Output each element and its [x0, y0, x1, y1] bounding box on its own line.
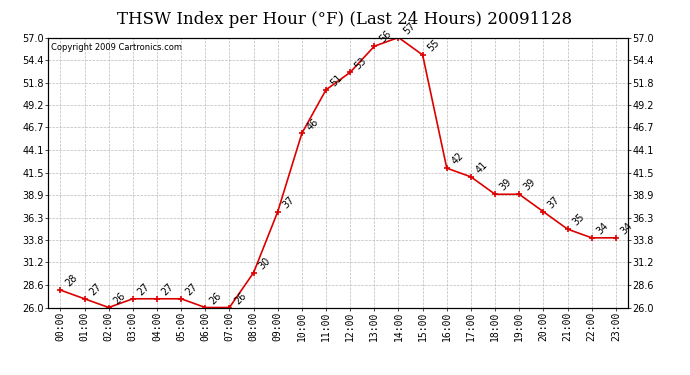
- Text: 27: 27: [136, 282, 152, 297]
- Text: 30: 30: [257, 255, 272, 271]
- Text: 35: 35: [571, 212, 586, 228]
- Text: 41: 41: [474, 160, 489, 176]
- Text: 26: 26: [208, 290, 224, 306]
- Text: 27: 27: [160, 282, 176, 297]
- Text: 34: 34: [595, 221, 610, 236]
- Text: THSW Index per Hour (°F) (Last 24 Hours) 20091128: THSW Index per Hour (°F) (Last 24 Hours)…: [117, 11, 573, 28]
- Text: 51: 51: [329, 72, 344, 88]
- Text: 27: 27: [184, 282, 200, 297]
- Text: 39: 39: [498, 177, 513, 193]
- Text: 57: 57: [402, 20, 417, 36]
- Text: 37: 37: [281, 195, 296, 210]
- Text: 26: 26: [112, 290, 127, 306]
- Text: 26: 26: [233, 290, 248, 306]
- Text: 46: 46: [305, 116, 320, 132]
- Text: 55: 55: [426, 38, 442, 54]
- Text: 37: 37: [546, 195, 562, 210]
- Text: 34: 34: [619, 221, 634, 236]
- Text: 42: 42: [450, 151, 465, 167]
- Text: Copyright 2009 Cartronics.com: Copyright 2009 Cartronics.com: [51, 43, 182, 52]
- Text: 53: 53: [353, 55, 368, 71]
- Text: 39: 39: [522, 177, 538, 193]
- Text: 27: 27: [88, 282, 103, 297]
- Text: 28: 28: [63, 273, 79, 289]
- Text: 56: 56: [377, 29, 393, 45]
